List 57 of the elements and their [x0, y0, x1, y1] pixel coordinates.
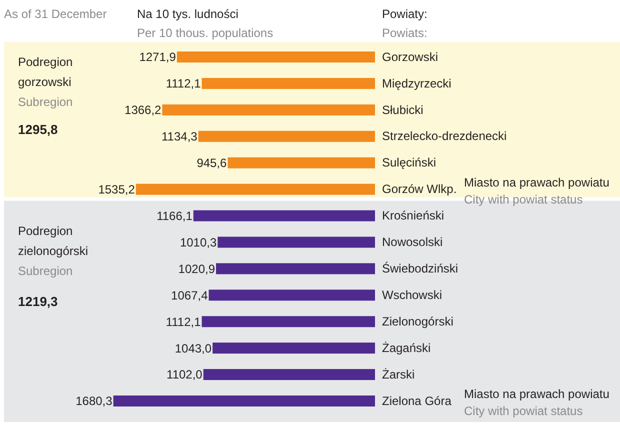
y-tick-label: Krośnieński — [382, 208, 444, 223]
bar — [203, 369, 375, 380]
bar — [228, 157, 375, 168]
data-label: 1020,9 — [178, 262, 216, 276]
bar — [202, 316, 375, 328]
text: Subregion — [18, 95, 73, 109]
bar — [202, 78, 375, 89]
y-tick-label: Nowosolski — [382, 235, 443, 250]
text: Miasto na prawach powiatu — [464, 387, 610, 401]
y-tick-label: Wschowski — [382, 288, 442, 302]
bar — [176, 52, 375, 62]
y-tick-label: Sulęciński — [382, 156, 436, 170]
y-tick-label: Świebodziński — [382, 262, 458, 276]
text: City with powiat status — [464, 192, 583, 206]
bar — [193, 210, 375, 222]
data-label: 1112,1 — [166, 76, 202, 91]
bar — [162, 104, 375, 116]
bar — [216, 263, 375, 274]
text: Miasto na prawach powiatu — [464, 175, 610, 190]
bar — [208, 290, 375, 301]
band-label: Podregion gorzowski — [18, 55, 73, 89]
data-label: 1043,0 — [174, 341, 212, 356]
data-label: 945,6 — [196, 156, 228, 170]
data-label: 1366,2 — [124, 103, 162, 118]
y-axis-title: Powiaty: — [382, 7, 428, 21]
data-label: 1535,2 — [98, 182, 136, 197]
y-tick-label: Zielonogórski — [382, 314, 454, 328]
bar — [136, 184, 375, 195]
text: As of 31 December — [4, 7, 107, 21]
data-label: 1067,4 — [171, 288, 208, 302]
band-label: Podregion zielonogórski — [18, 224, 88, 258]
data-label: 1134,3 — [162, 130, 198, 144]
y-tick-label: Strzelecko-drezdenecki — [382, 129, 507, 144]
bar — [198, 130, 375, 142]
x-axis-title: Na 10 tys. ludności — [137, 7, 238, 21]
bar — [113, 396, 375, 406]
text: Powiats: — [382, 26, 428, 40]
y-tick-label: Gorzowski — [382, 50, 438, 64]
y-tick-label: Gorzów Wlkp. — [382, 182, 457, 196]
y-tick-label: Żagański — [382, 340, 431, 355]
data-label: 1010,3 — [180, 235, 217, 250]
text: City with powiat status — [464, 404, 583, 418]
data-label: 1166,1 — [156, 208, 193, 223]
text: 1219,3 — [18, 293, 58, 308]
bar — [218, 236, 375, 248]
y-tick-label: Słubicki — [382, 102, 424, 117]
bar — [212, 342, 375, 354]
text: Per 10 thous. populations — [137, 26, 274, 40]
data-label: 1271,9 — [139, 50, 176, 64]
data-label: 1102,0 — [166, 368, 203, 382]
data-label: 1112,1 — [166, 314, 202, 329]
text: 1295,8 — [18, 122, 58, 136]
y-tick-label: Międzyrzecki — [382, 76, 452, 90]
y-tick-label: Zielona Góra — [382, 394, 452, 408]
y-tick-label: Żarski — [382, 367, 415, 382]
data-label: 1680,3 — [76, 394, 113, 408]
text: Subregion — [18, 264, 73, 278]
